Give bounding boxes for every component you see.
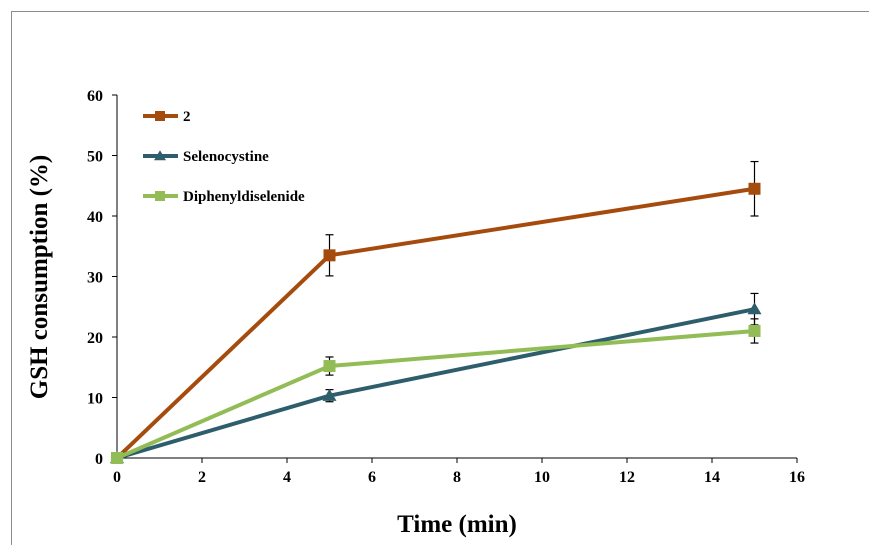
y-axis-title: GSH consumption (%) — [26, 155, 53, 399]
data-point — [111, 452, 123, 464]
y-tick-label: 30 — [87, 270, 103, 287]
data-point — [323, 249, 336, 262]
data-point — [323, 360, 336, 373]
legend-marker — [155, 111, 165, 121]
legend-label: Selenocystine — [183, 149, 269, 165]
x-tick-label: 2 — [198, 469, 206, 486]
y-tick-label: 20 — [87, 330, 103, 347]
legend-marker — [155, 191, 165, 201]
chart-frame — [11, 11, 869, 545]
series-line-2 — [116, 328, 755, 460]
y-tick-label: 10 — [87, 391, 103, 408]
data-point — [748, 182, 761, 195]
series-layer — [110, 160, 762, 464]
data-point — [322, 388, 337, 401]
x-tick-label: 14 — [704, 469, 720, 486]
x-tick-label: 16 — [789, 469, 805, 486]
legend-marker — [154, 150, 166, 161]
y-tick-label: 40 — [87, 209, 103, 226]
y-tick-label: 0 — [95, 451, 103, 468]
legend: 2 Selenocystine Diphenyldiselenide — [143, 109, 305, 205]
legend-label: 2 — [183, 109, 191, 125]
x-tick-label: 8 — [453, 469, 461, 486]
x-tick-label: 10 — [534, 469, 550, 486]
data-point — [747, 302, 762, 315]
x-tick-label: 12 — [619, 469, 635, 486]
x-tick-label: 0 — [113, 469, 121, 486]
y-tick-label: 60 — [87, 88, 103, 105]
legend-label: Diphenyldiselenide — [183, 189, 305, 205]
x-tick-label: 4 — [283, 469, 291, 486]
axes: 0 2 4 6 8 10 12 14 16 0 10 20 30 40 50 60 — [87, 88, 805, 486]
data-point — [748, 324, 761, 337]
x-axis-title: Time (min) — [397, 511, 517, 538]
series-line-1 — [116, 307, 755, 460]
x-tick-label: 6 — [368, 469, 376, 486]
y-tick-label: 50 — [87, 149, 103, 166]
